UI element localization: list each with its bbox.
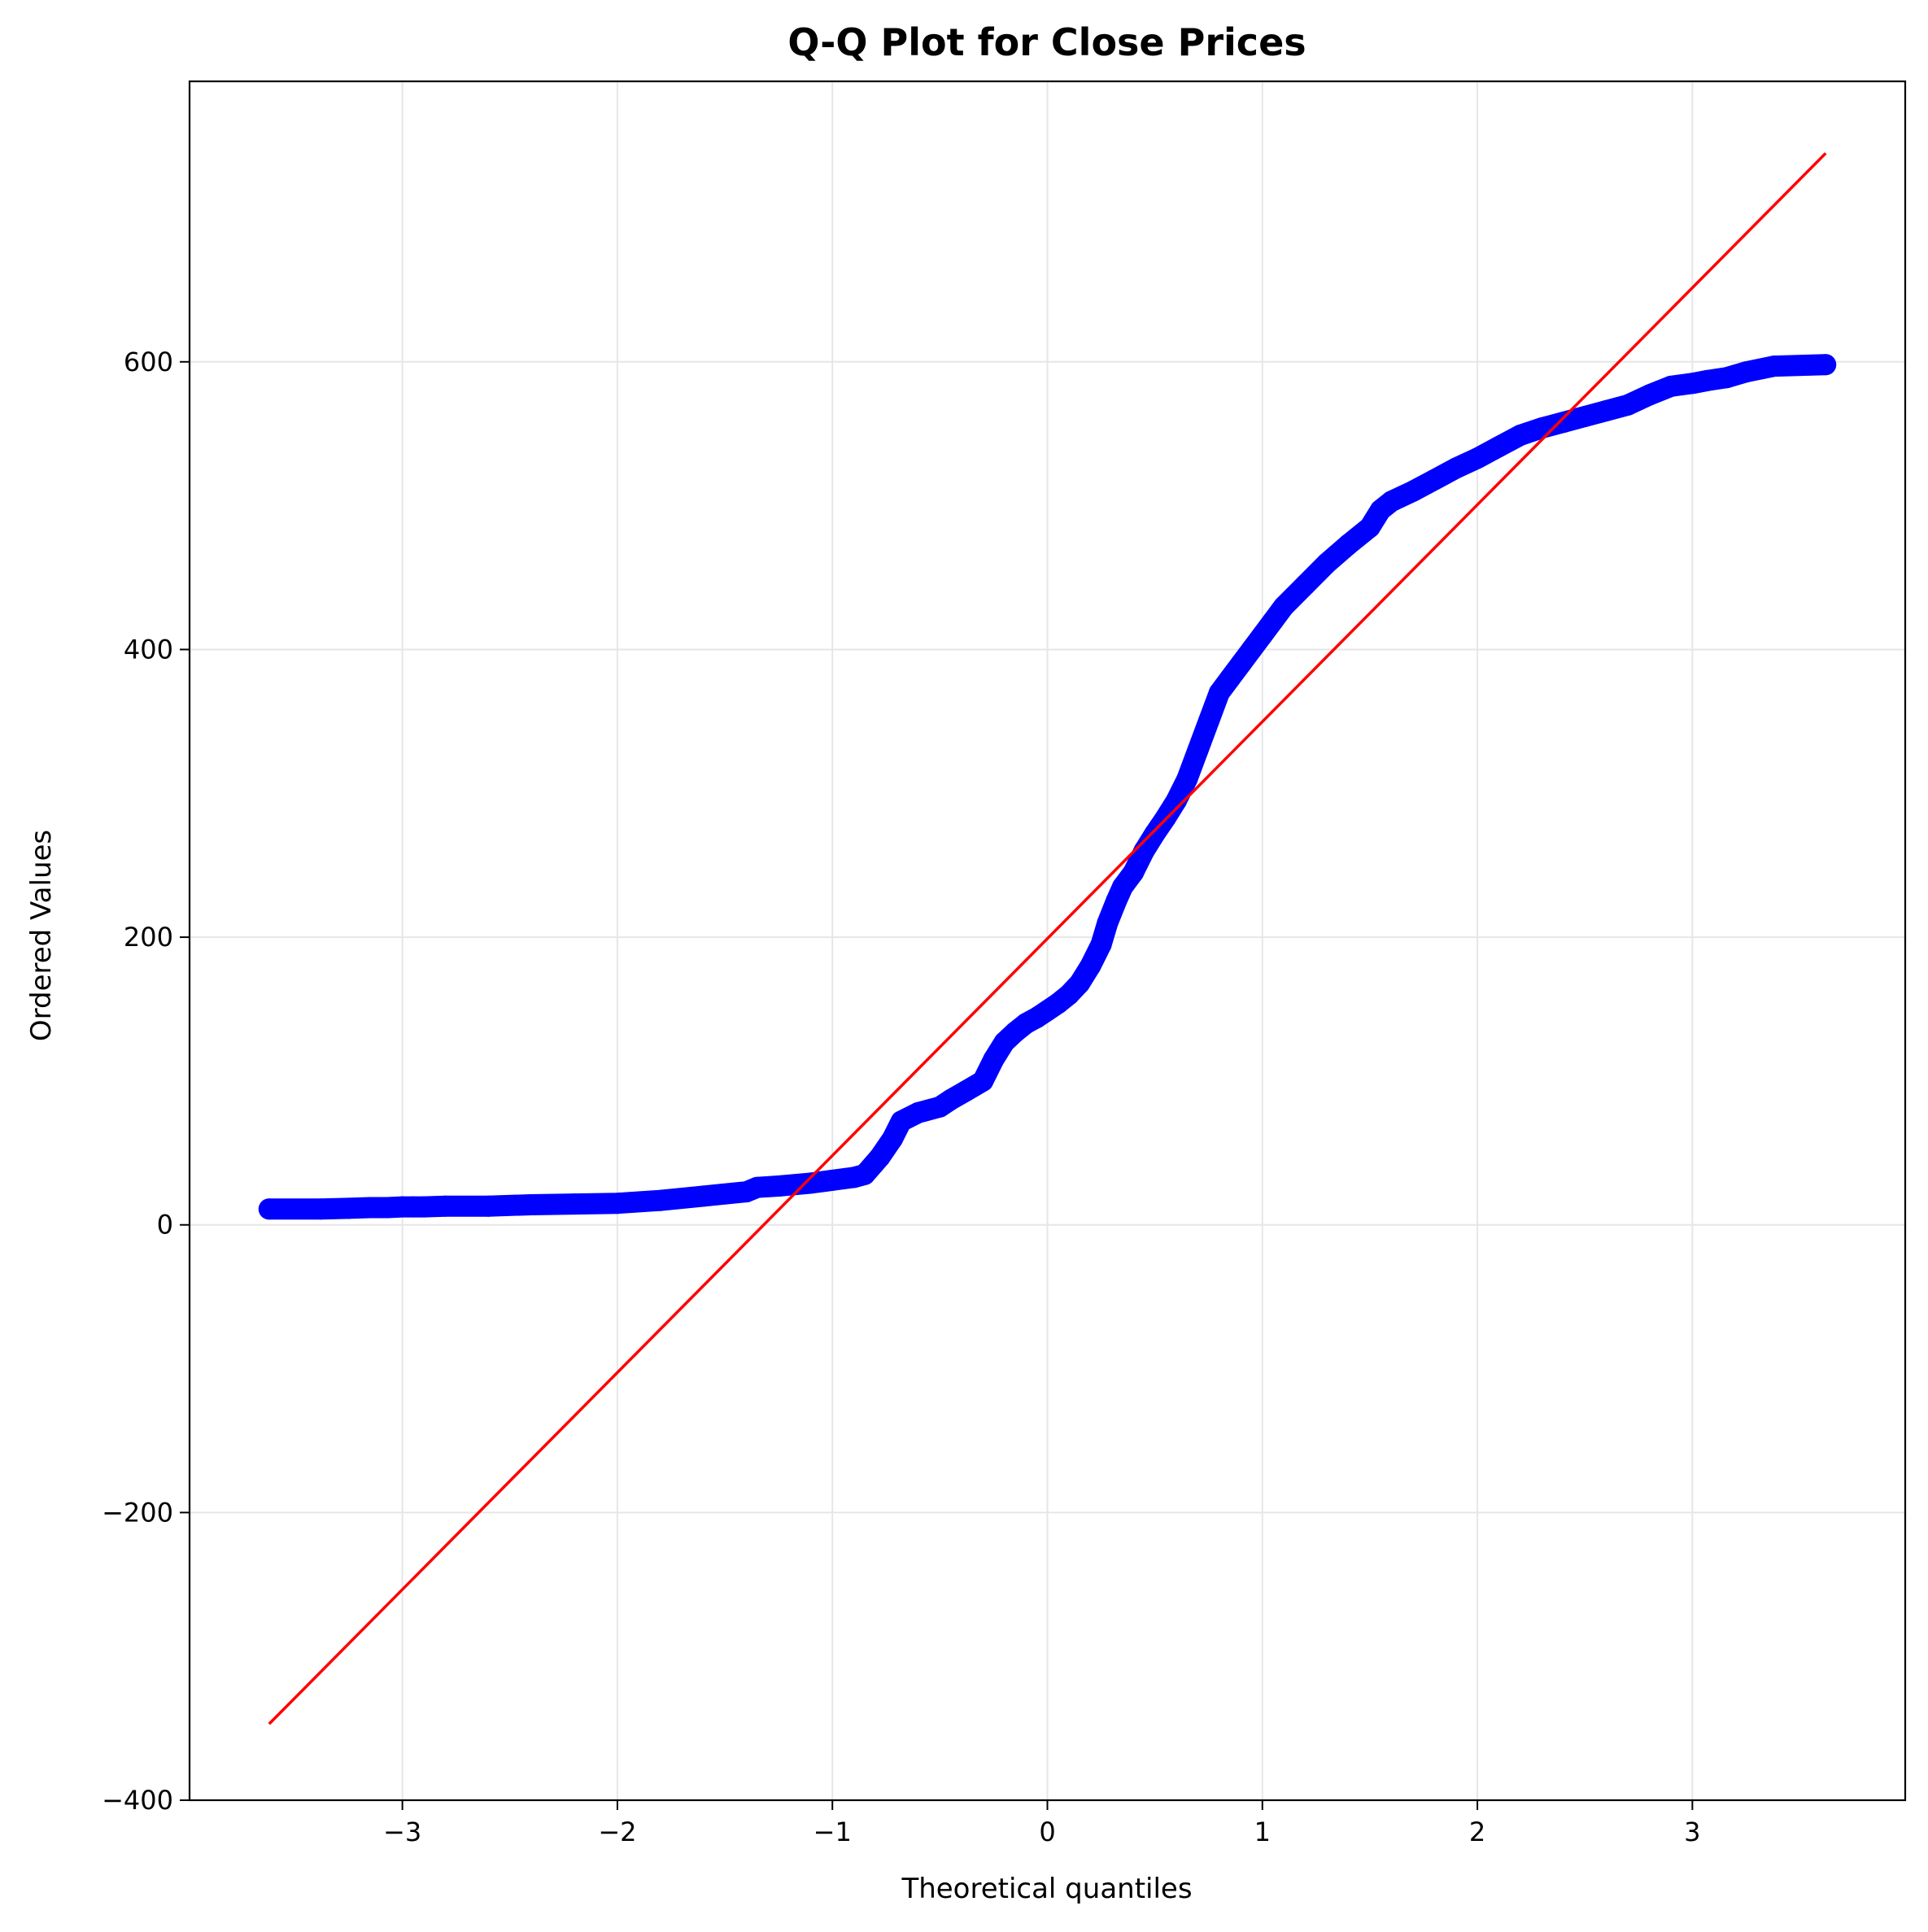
y-tick-label: −200 — [102, 1497, 173, 1528]
data-point — [521, 1194, 543, 1215]
data-point — [972, 1070, 994, 1092]
data-point — [1316, 552, 1338, 574]
data-point — [1696, 369, 1718, 391]
data-point — [768, 1175, 790, 1197]
data-point — [983, 1049, 1005, 1071]
data-point — [1219, 667, 1241, 689]
data-point — [1467, 447, 1489, 469]
x-tick-label: −2 — [598, 1816, 636, 1847]
x-tick-label: 0 — [1039, 1816, 1055, 1847]
data-point — [478, 1195, 499, 1217]
y-axis-label: Ordered Values — [25, 830, 58, 1041]
data-point — [1445, 457, 1467, 479]
data-point — [606, 1193, 628, 1215]
data-point — [692, 1185, 714, 1207]
x-axis-label: Theoretical quantiles — [901, 1873, 1192, 1905]
data-point — [1166, 790, 1188, 812]
data-point — [1273, 595, 1295, 617]
data-point — [1208, 682, 1230, 704]
data-point — [1381, 491, 1402, 512]
y-tick-label: 0 — [157, 1210, 173, 1241]
data-point — [800, 1172, 822, 1194]
data-point — [377, 1197, 399, 1219]
data-point — [1617, 394, 1639, 416]
data-point — [338, 1197, 360, 1219]
data-point — [1144, 822, 1166, 844]
axis-ticks: −3 −2 −1 0 1 2 3 −400 −200 0 200 400 600 — [102, 347, 1700, 1847]
data-point — [1251, 624, 1273, 646]
chart-title: Q-Q Plot for Close Prices — [787, 20, 1306, 64]
data-point — [907, 1101, 929, 1123]
data-point — [258, 1198, 280, 1220]
data-point — [434, 1195, 456, 1217]
data-point — [360, 1197, 381, 1219]
data-point — [1735, 361, 1757, 383]
data-point — [564, 1193, 586, 1215]
data-point — [1097, 912, 1119, 934]
data-point — [1112, 876, 1133, 898]
data-point — [1359, 517, 1381, 539]
data-point — [1263, 610, 1284, 632]
fit-line — [268, 152, 1827, 1725]
data-point — [1574, 406, 1596, 427]
y-tick-label: 400 — [124, 634, 173, 665]
data-point — [822, 1169, 844, 1191]
data-point — [310, 1198, 332, 1220]
data-point — [882, 1127, 904, 1149]
data-point — [890, 1110, 912, 1132]
y-tick-label: 200 — [124, 922, 173, 953]
data-point — [1294, 573, 1316, 595]
data-point — [1815, 354, 1837, 376]
data-point — [649, 1189, 671, 1211]
data-point — [1531, 417, 1553, 439]
data-point — [1123, 861, 1145, 883]
y-tick-label: −400 — [102, 1785, 173, 1816]
y-tick-label: 600 — [124, 347, 173, 377]
data-point — [1716, 367, 1738, 389]
data-point — [1230, 653, 1252, 675]
data-point — [413, 1196, 435, 1218]
data-point — [1595, 399, 1617, 421]
data-point — [1638, 384, 1660, 406]
data-point — [1488, 436, 1510, 458]
data-point — [1424, 469, 1446, 491]
data-point — [1402, 480, 1424, 502]
data-point — [955, 1080, 977, 1102]
data-point — [1176, 768, 1198, 790]
x-tick-label: 3 — [1684, 1816, 1700, 1847]
x-tick-label: −1 — [814, 1816, 852, 1847]
data-point — [1069, 972, 1091, 994]
x-tick-label: 1 — [1254, 1816, 1271, 1847]
data-point — [1660, 375, 1682, 397]
x-tick-label: 2 — [1469, 1816, 1485, 1847]
data-point — [1080, 955, 1101, 977]
plot-area — [258, 152, 1837, 1725]
data-point — [1763, 355, 1785, 377]
x-tick-label: −3 — [383, 1816, 421, 1847]
data-point — [869, 1146, 891, 1168]
data-point — [746, 1176, 768, 1198]
data-point — [1187, 739, 1209, 761]
data-point — [1509, 425, 1531, 446]
data-point — [1337, 534, 1359, 556]
data-point — [1090, 933, 1112, 955]
data-point — [1552, 412, 1574, 434]
data-point — [853, 1163, 875, 1185]
data-point — [1197, 710, 1219, 732]
